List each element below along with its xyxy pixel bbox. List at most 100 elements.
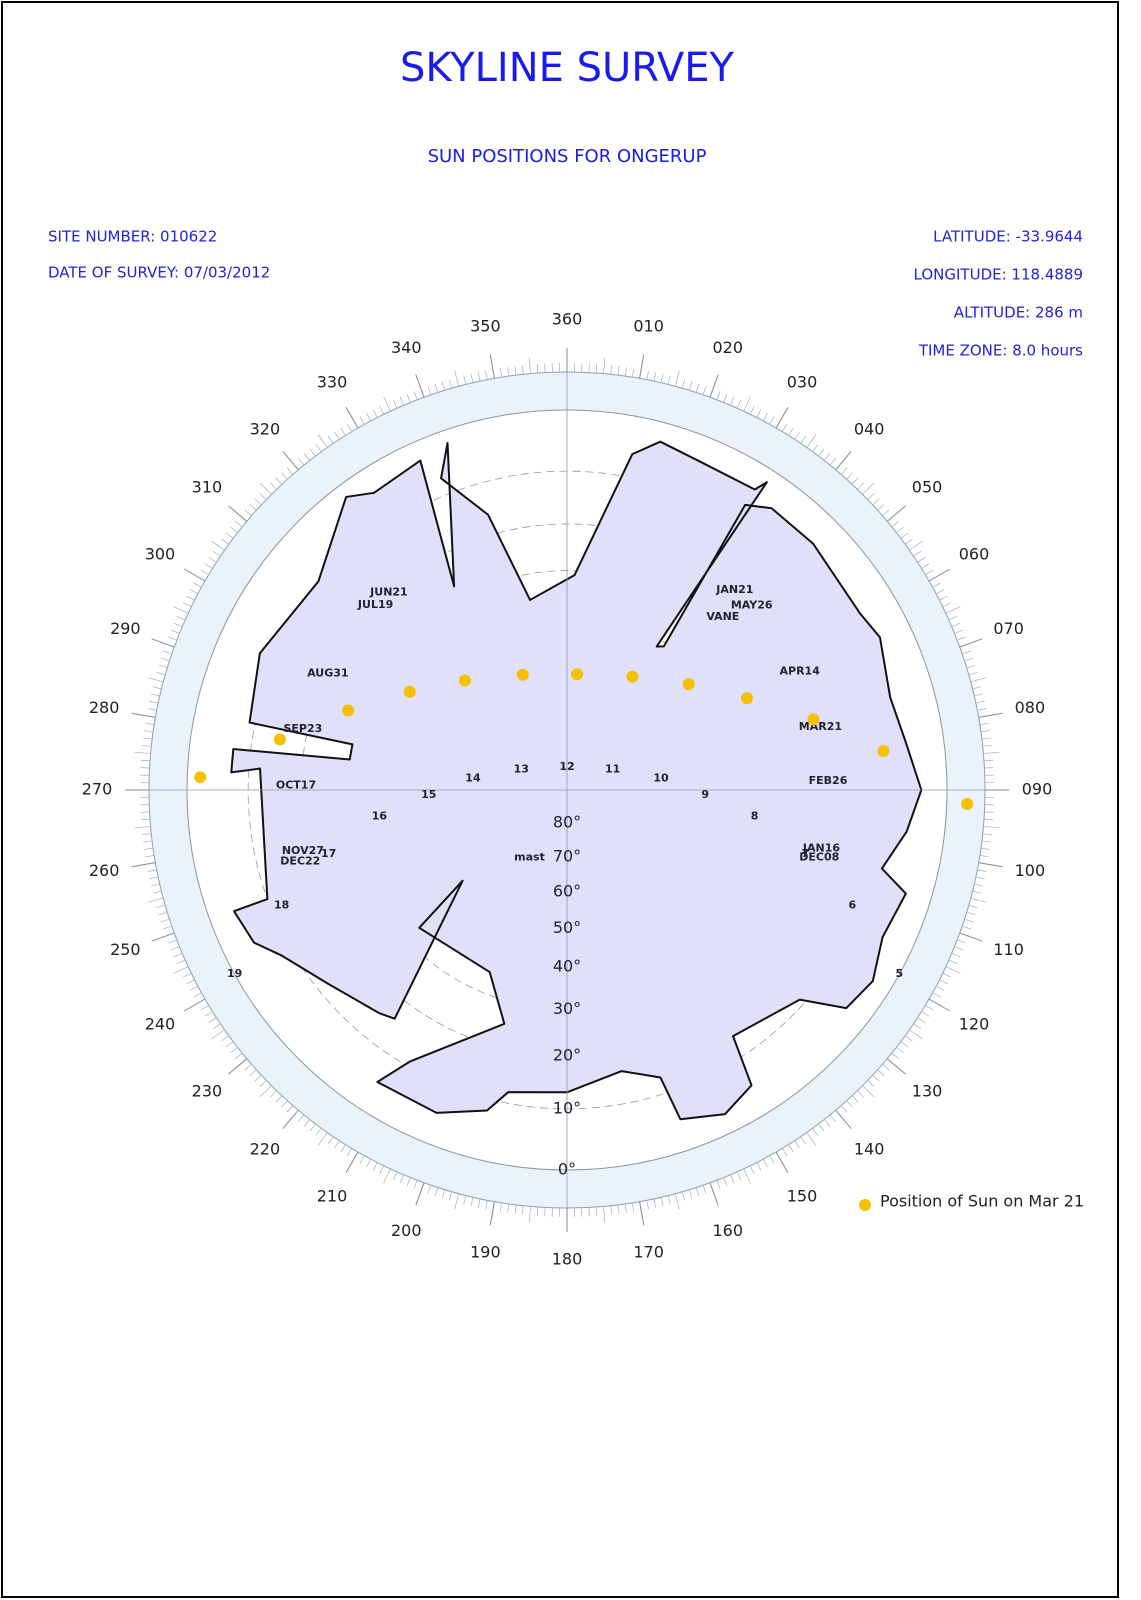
minor-tick — [846, 1100, 853, 1108]
minor-tick — [917, 557, 926, 563]
annotation: 11 — [605, 763, 620, 776]
minor-tick — [204, 563, 213, 569]
minor-tick — [603, 357, 606, 374]
minor-tick — [781, 1148, 788, 1157]
annotation: FEB26 — [809, 774, 848, 787]
azimuth-tick — [709, 374, 719, 398]
minor-tick — [942, 602, 951, 608]
azimuth-label: 030 — [787, 372, 818, 391]
azimuth-tick — [978, 712, 1003, 718]
minor-tick — [254, 1074, 262, 1082]
minor-tick — [327, 1136, 334, 1145]
minor-tick — [183, 972, 192, 978]
annotation: 6 — [848, 898, 856, 911]
minor-tick — [211, 540, 225, 551]
minor-tick — [134, 826, 151, 829]
azimuth-label: 360 — [552, 310, 583, 329]
minor-tick — [964, 657, 974, 662]
minor-tick — [624, 1203, 627, 1213]
azimuth-label: 220 — [250, 1140, 281, 1159]
minor-tick — [173, 966, 189, 974]
minor-tick — [393, 1171, 398, 1181]
azimuth-label: 120 — [959, 1015, 990, 1034]
minor-tick — [975, 876, 985, 880]
minor-tick — [800, 435, 807, 444]
minor-tick — [160, 657, 170, 662]
minor-tick — [230, 526, 238, 533]
minor-tick — [909, 540, 923, 551]
minor-tick — [522, 1205, 524, 1215]
minor-tick — [806, 434, 817, 448]
minor-tick — [142, 745, 152, 747]
annotation: 7 — [802, 847, 810, 860]
minor-tick — [966, 911, 976, 916]
annotation: APR14 — [780, 664, 821, 677]
minor-tick — [170, 946, 180, 951]
azimuth-label: 180 — [552, 1250, 583, 1269]
minor-tick — [254, 498, 262, 506]
minor-tick — [983, 751, 1000, 754]
minor-tick — [152, 686, 162, 690]
minor-tick — [528, 1206, 531, 1223]
minor-tick — [688, 1189, 693, 1199]
minor-tick — [514, 1204, 517, 1214]
minor-tick — [507, 367, 510, 377]
minor-tick — [975, 700, 985, 704]
minor-tick — [147, 869, 157, 872]
minor-tick — [346, 423, 353, 432]
azimuth-label: 050 — [912, 477, 943, 496]
minor-tick — [812, 444, 819, 453]
minor-tick — [441, 1189, 446, 1199]
minor-tick — [163, 925, 172, 930]
azimuth-label: 300 — [145, 545, 176, 564]
minor-tick — [259, 493, 267, 500]
minor-tick — [244, 509, 252, 517]
minor-tick — [702, 386, 707, 395]
minor-tick — [913, 550, 922, 557]
minor-tick — [286, 1105, 294, 1113]
minor-tick — [818, 1123, 825, 1132]
minor-tick — [660, 1197, 664, 1207]
minor-tick — [743, 396, 751, 412]
minor-tick — [211, 1029, 225, 1040]
minor-tick — [945, 966, 961, 974]
minor-tick — [749, 406, 755, 415]
azimuth-tick — [639, 354, 645, 379]
annotation: SEP23 — [283, 722, 322, 735]
minor-tick — [857, 1090, 864, 1098]
minor-tick — [141, 818, 151, 821]
minor-tick — [667, 1195, 671, 1205]
minor-tick — [143, 737, 153, 740]
annotation: NOV27 — [282, 844, 324, 857]
minor-tick — [954, 629, 964, 634]
minor-tick — [145, 855, 155, 858]
minor-tick — [143, 840, 153, 843]
minor-tick — [173, 606, 189, 614]
annotation: 8 — [751, 809, 759, 822]
annotation: JUL19 — [357, 598, 393, 611]
minor-tick — [925, 569, 934, 576]
minor-tick — [340, 427, 346, 436]
azimuth-label: 100 — [1015, 861, 1046, 880]
minor-tick — [972, 686, 982, 690]
minor-tick — [383, 396, 391, 412]
minor-tick — [957, 939, 966, 944]
azimuth-tick — [775, 1151, 789, 1174]
minor-tick — [749, 1165, 755, 1174]
annotation: DEC22 — [280, 854, 320, 867]
minor-tick — [762, 412, 768, 422]
minor-tick — [983, 826, 1000, 829]
minor-tick — [921, 563, 930, 569]
azimuth-tick — [282, 451, 299, 471]
minor-tick — [536, 1206, 539, 1216]
minor-tick — [824, 1119, 831, 1127]
minor-tick — [281, 1100, 288, 1108]
azimuth-label: 320 — [250, 419, 281, 438]
minor-tick — [954, 946, 964, 951]
azimuth-label: 070 — [993, 619, 1024, 638]
minor-tick — [212, 1023, 221, 1030]
azimuth-tick — [228, 1058, 248, 1075]
azimuth-tick — [183, 568, 206, 582]
minor-tick — [829, 1114, 836, 1123]
minor-tick — [981, 737, 991, 740]
